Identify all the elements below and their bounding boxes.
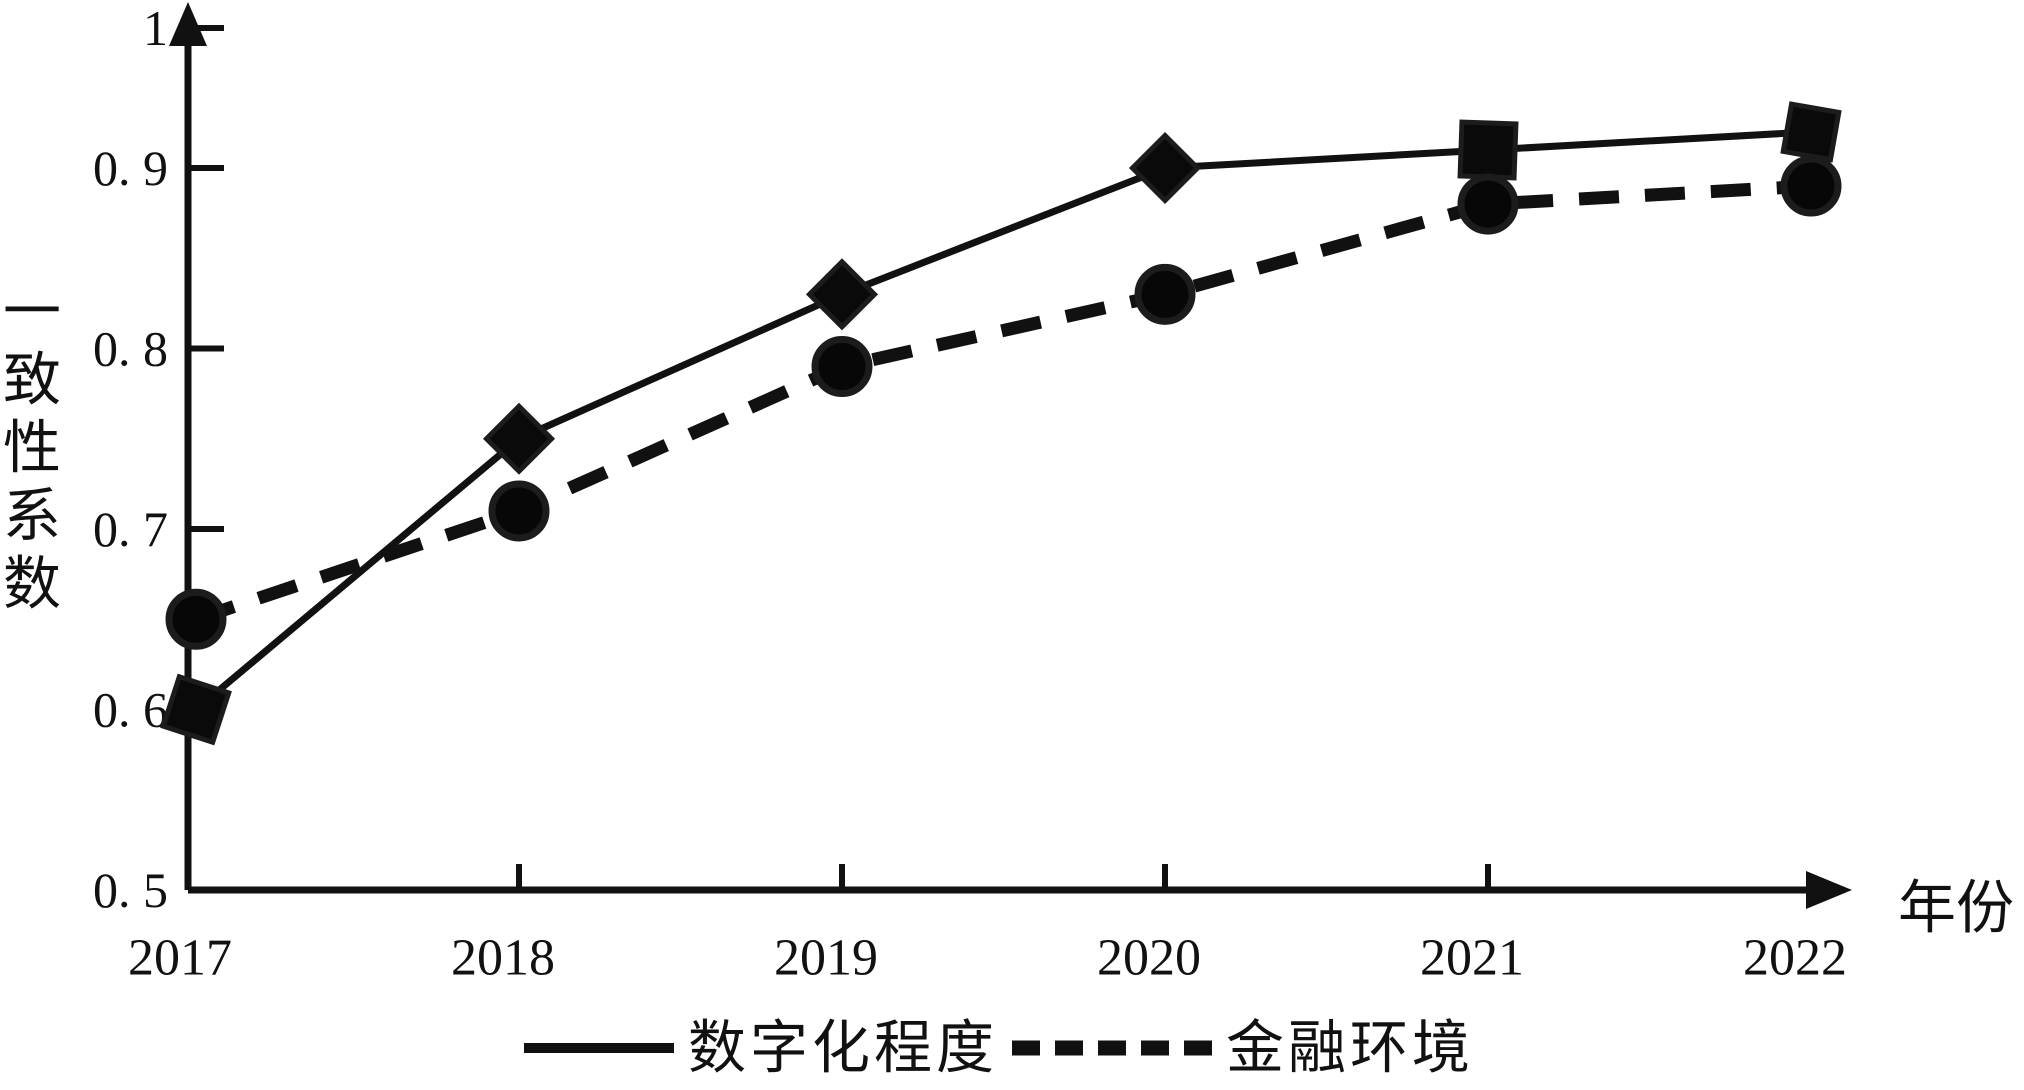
y-tick-label: 0. 7 [93,501,168,557]
x-year-label: 2021 [1420,930,1524,987]
y-axis-ticks: 1 0. 9 0. 8 0. 7 0. 6 0. 5 [93,0,224,918]
y-axis-title-char: 一 [3,280,61,345]
x-axis-ticks: 2017 2018 2019 2020 2021 2022 [128,864,1847,987]
dashed-series-marker-2020 [1134,263,1196,325]
solid-series-marker-2019 [805,258,879,331]
dashed-series-marker-2022 [1780,155,1842,217]
dashed-series-marker-2017 [165,588,227,650]
y-tick-label: 1 [143,0,168,56]
legend: 数字化程度 金融环境 [524,1016,1474,1081]
axes [169,2,1852,909]
x-year-label: 2017 [128,930,232,987]
legend-label-financial-environment: 金融环境 [1226,1016,1474,1081]
x-year-label: 2022 [1743,930,1847,987]
x-year-label: 2018 [451,930,555,987]
legend-label-digitalization: 数字化程度 [688,1016,998,1081]
solid-series-marker-2022 [1780,101,1842,163]
y-tick-label: 0. 9 [93,140,168,196]
dashed-series-line [193,179,1812,626]
y-axis-arrow-icon [169,2,207,46]
solid-series-marker-2017 [160,673,232,746]
y-tick-label: 0. 5 [93,862,168,918]
solid-series-markers [160,101,1842,746]
x-year-label: 2019 [774,930,878,987]
x-axis-arrow-icon [1806,871,1852,909]
x-axis-title: 年份 [1898,876,2014,941]
solid-series-line [193,128,1812,713]
y-axis-title-char: 性 [3,416,61,481]
dashed-series-marker-2021 [1457,173,1519,235]
y-tick-label: 0. 8 [93,321,168,377]
y-axis-title-char: 致 [3,348,61,413]
solid-series-marker-2021 [1457,119,1519,181]
y-tick-label: 0. 6 [93,682,168,738]
solid-series-marker-2018 [482,402,556,475]
y-axis-title-char: 系 [3,484,61,549]
y-axis-title-char: 数 [3,552,61,617]
dashed-series-markers [165,155,1842,650]
solid-series-marker-2020 [1128,131,1202,205]
dashed-series-marker-2019 [811,336,873,398]
x-year-label: 2020 [1097,930,1201,987]
dashed-series-marker-2018 [488,480,550,542]
